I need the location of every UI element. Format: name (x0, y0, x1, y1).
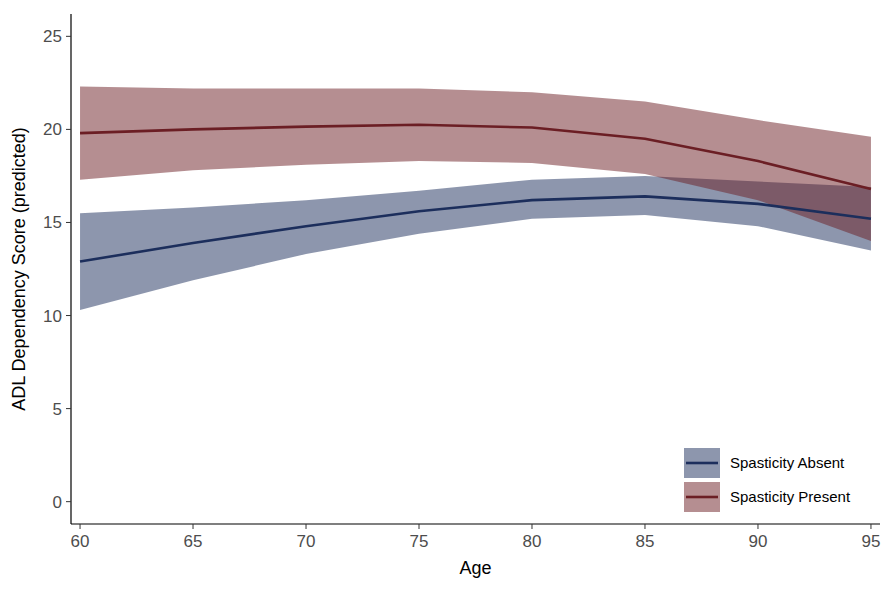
y-tick-label: 20 (43, 120, 62, 139)
x-tick (193, 524, 194, 529)
chart: 0 5 10 15 20 25 60 65 70 75 80 85 90 95 Age ADL Depende… (0, 0, 896, 595)
x-tick (80, 524, 81, 529)
x-tick-label: 80 (523, 532, 542, 551)
x-tick-label: 75 (410, 532, 429, 551)
y-tick-label: 10 (43, 307, 62, 326)
legend-line (686, 462, 718, 465)
x-axis (71, 523, 880, 524)
legend-line (686, 496, 718, 499)
y-tick (66, 315, 71, 316)
y-axis-title: ADL Dependency Score (predicted) (9, 127, 29, 410)
legend: Spasticity Absent Spasticity Present (684, 448, 851, 512)
legend-swatch (684, 482, 720, 512)
y-tick (66, 222, 71, 223)
x-axis-title: Age (459, 558, 491, 578)
y-tick (66, 129, 71, 130)
x-tick-label: 95 (861, 532, 880, 551)
y-tick-label: 5 (53, 400, 62, 419)
x-tick (531, 524, 532, 529)
y-tick-label: 0 (53, 493, 62, 512)
series-line (80, 125, 871, 189)
y-tick (66, 36, 71, 37)
x-tick-label: 85 (636, 532, 655, 551)
x-tick-label: 90 (749, 532, 768, 551)
plot-area (80, 87, 871, 310)
x-tick (419, 524, 420, 529)
x-tick (870, 524, 871, 529)
x-tick-label: 70 (297, 532, 316, 551)
x-tick (644, 524, 645, 529)
x-tick-label: 60 (71, 532, 90, 551)
y-tick (66, 408, 71, 409)
y-tick (66, 501, 71, 502)
y-tick-label: 15 (43, 213, 62, 232)
legend-label: Spasticity Present (730, 488, 851, 505)
x-tick (757, 524, 758, 529)
y-tick-label: 25 (43, 27, 62, 46)
legend-label: Spasticity Absent (730, 454, 845, 471)
confidence-band (80, 87, 871, 241)
series-line (80, 196, 871, 261)
x-tick-label: 65 (184, 532, 203, 551)
x-tick (306, 524, 307, 529)
legend-swatch (684, 448, 720, 478)
y-axis (70, 14, 71, 524)
